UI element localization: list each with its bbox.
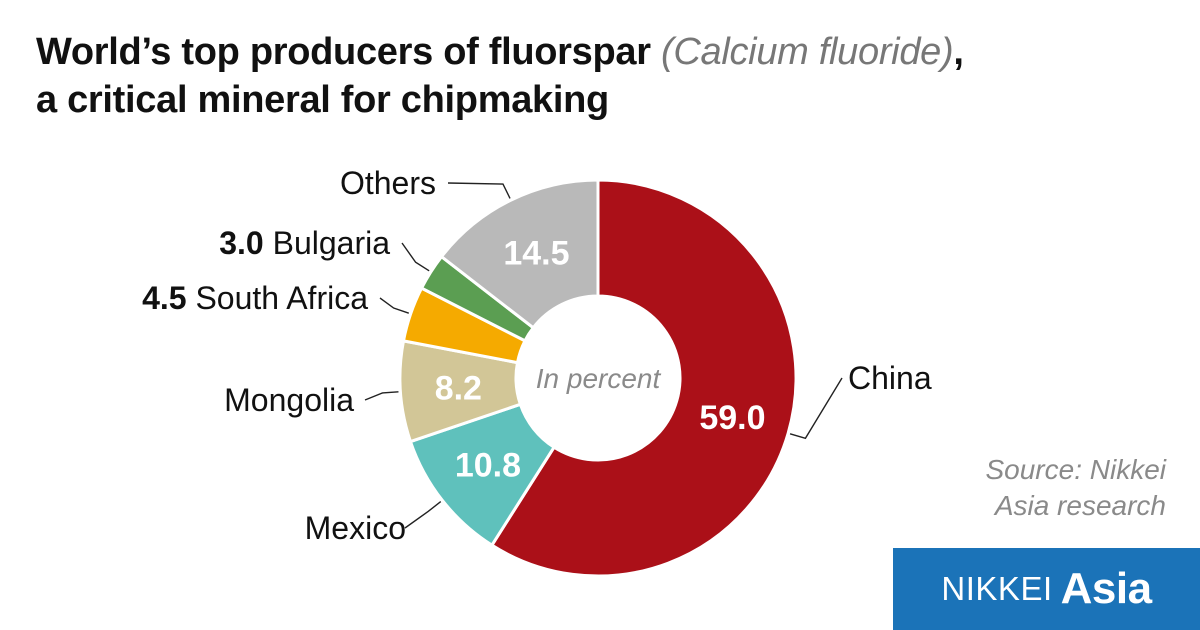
category-label-mongolia: Mongolia — [224, 382, 354, 418]
logo-text-asia: Asia — [1060, 564, 1152, 613]
slice-others — [440, 178, 600, 330]
title-comma: , — [953, 31, 964, 73]
source-line-2: Asia research — [994, 490, 1166, 521]
leader-line-south-africa — [379, 297, 410, 314]
leader-line-mexico — [404, 501, 442, 529]
leader-line-mongolia — [364, 391, 399, 401]
value-label-mongolia: 8.2 — [435, 370, 482, 408]
category-label-china: China — [848, 360, 932, 396]
nikkei-asia-logo: NIKKEI Asia — [893, 548, 1200, 630]
category-label-mexico: Mexico — [305, 510, 406, 546]
title-part-1: World’s top producers of fluorspar — [36, 31, 651, 73]
category-label-others: Others — [340, 165, 436, 201]
value-label-china: 59.0 — [699, 399, 765, 437]
source-note: Source: Nikkei Asia research — [866, 452, 1166, 524]
title-italic-part: (Calcium fluoride) — [661, 31, 954, 73]
chart-title: World’s top producers of fluorspar (Calc… — [36, 28, 1186, 124]
center-label: In percent — [536, 363, 662, 394]
leader-line-others — [447, 182, 511, 199]
leader-line-china — [789, 377, 843, 440]
source-line-1: Source: Nikkei — [985, 454, 1166, 485]
title-part-2: a critical mineral for chipmaking — [36, 79, 609, 121]
value-label-mexico: 10.8 — [455, 447, 521, 485]
category-label-south-africa: 4.5 South Africa — [142, 280, 368, 316]
category-label-bulgaria: 3.0 Bulgaria — [219, 225, 390, 261]
value-label-others: 14.5 — [503, 234, 569, 272]
leader-line-bulgaria — [401, 242, 430, 272]
logo-text-nikkei: NIKKEI — [941, 570, 1053, 607]
slice-china — [490, 178, 798, 578]
